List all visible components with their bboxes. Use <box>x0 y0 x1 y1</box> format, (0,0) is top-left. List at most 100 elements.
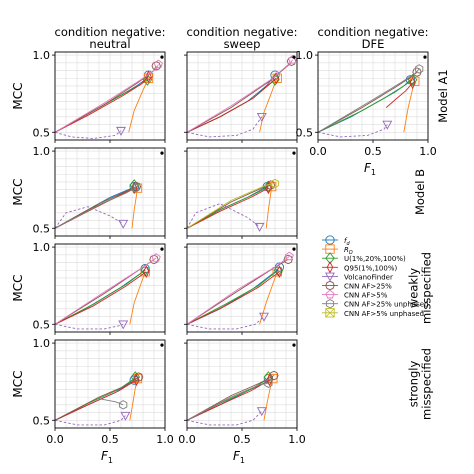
series-line <box>263 378 274 421</box>
series-marker <box>264 378 273 388</box>
legend-marker <box>325 298 335 309</box>
legend-marker-box <box>325 308 335 318</box>
y-tick-label: 0.5 <box>33 414 51 427</box>
series-line <box>54 65 157 133</box>
x-tick-label: 0.0 <box>46 433 64 446</box>
legend-label: VolcanoFinder <box>344 273 393 281</box>
perfect-point <box>292 247 296 251</box>
series-line <box>186 379 270 421</box>
legend-marker <box>325 280 335 291</box>
y-axis-label: MCC <box>11 370 25 397</box>
column-title: condition negative: <box>55 25 166 39</box>
series-line <box>54 271 147 325</box>
row-label: Model A1 <box>436 69 450 122</box>
series-marker <box>120 411 131 421</box>
legend-marker-cross <box>325 308 335 318</box>
series-marker <box>118 320 129 330</box>
y-tick-label: 0.5 <box>33 222 51 235</box>
series-line <box>317 124 388 138</box>
legend-marker <box>325 308 335 318</box>
column-title: condition negative: <box>318 25 429 39</box>
x-tick-label: 1.0 <box>288 433 306 446</box>
series-marker <box>145 70 152 83</box>
row-label-line: weakly <box>407 268 421 308</box>
series-line <box>128 78 149 133</box>
series-marker <box>415 64 424 74</box>
panel-4: 0.5 1.0 MCC <box>11 145 166 239</box>
series-marker <box>259 312 269 322</box>
series-marker <box>151 253 161 262</box>
perfect-point <box>423 55 427 59</box>
series-marker <box>263 371 274 383</box>
series-line <box>317 71 418 133</box>
x-tick-label: 0.5 <box>233 433 251 446</box>
legend-label: CNN AF>25% unphased <box>344 301 429 309</box>
series-line <box>186 77 277 133</box>
x-tick-label: 0.0 <box>309 145 327 158</box>
legend: fdRDU(1%,20%,100%)Q95(1%,100%)VolcanoFin… <box>322 235 429 318</box>
row-label: Model B <box>413 169 427 215</box>
row-label-line: misspecified <box>420 348 434 420</box>
legend-marker <box>325 272 335 282</box>
legend-marker <box>325 235 335 245</box>
series-line <box>54 257 157 325</box>
column-title: condition negative: <box>187 25 298 39</box>
series-line <box>186 61 292 133</box>
row-label-line: strongly <box>407 361 421 408</box>
series-marker <box>254 222 265 232</box>
panel-6: 0.5 1.0 MCC <box>11 241 166 335</box>
series-line <box>186 186 269 229</box>
y-tick-label: 1.0 <box>296 49 314 62</box>
series-marker <box>286 56 297 66</box>
legend-label-subscript: D <box>349 250 353 256</box>
y-axis-label: MCC <box>11 178 25 205</box>
panel-1: 0.5 1.0 MCC <box>11 49 166 143</box>
series-line <box>54 130 122 139</box>
perfect-point <box>292 55 296 59</box>
series-line <box>186 183 276 229</box>
series-line <box>54 187 136 229</box>
perfect-point <box>160 55 164 59</box>
y-tick-label: 1.0 <box>33 49 51 62</box>
series-line <box>186 184 271 229</box>
panel-3: 0.5 1.0 0.0 0.5 1.0 F1 <box>296 49 437 177</box>
legend-marker <box>325 289 335 299</box>
series-line <box>129 271 146 325</box>
perfect-point <box>160 247 164 251</box>
series-line <box>186 410 263 426</box>
x-axis-label-subscript: 1 <box>240 456 245 465</box>
panel-2 <box>184 51 298 143</box>
series-marker <box>284 251 294 261</box>
series-marker <box>130 371 141 383</box>
legend-label-subscript: d <box>346 241 350 247</box>
panel-5 <box>184 147 298 239</box>
series-line <box>186 187 269 229</box>
series-line <box>186 116 263 138</box>
row-label-line: Model B <box>413 169 427 215</box>
x-tick-label: 0.0 <box>178 433 196 446</box>
series-line <box>317 79 413 133</box>
series-marker <box>256 407 267 417</box>
panel-8: 0.5 1.0 0.0 0.5 1.0 MCC F1 <box>11 337 174 465</box>
row-label: strongly misspecified <box>407 348 434 420</box>
series-marker <box>133 372 144 382</box>
series-marker <box>131 183 140 193</box>
series-marker <box>119 400 128 410</box>
series-line <box>186 256 290 325</box>
legend-label: CNN AF>5% unphased <box>344 310 424 318</box>
series-marker <box>276 265 283 278</box>
series-line <box>186 259 289 325</box>
series-marker <box>151 61 161 71</box>
panel-7 <box>184 243 298 335</box>
x-axis-label: F1 <box>101 449 113 465</box>
legend-marker <box>325 252 335 265</box>
column-title: neutral <box>89 37 130 51</box>
y-axis-label: MCC <box>11 82 25 109</box>
series-line <box>54 206 124 229</box>
legend-label: CNN AF>25% <box>344 283 392 291</box>
column-title: sweep <box>224 37 261 51</box>
legend-label: RD <box>344 246 353 256</box>
y-tick-label: 1.0 <box>33 145 51 158</box>
series-line <box>54 379 137 421</box>
x-tick-label: 1.0 <box>156 433 174 446</box>
